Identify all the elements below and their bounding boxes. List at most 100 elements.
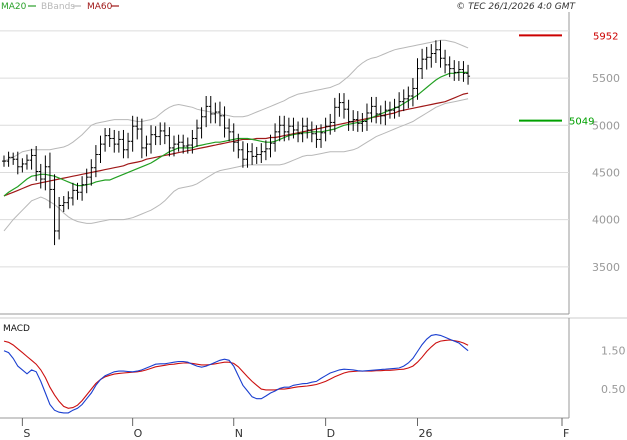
ohlc-bar (93, 145, 98, 178)
ma60-line (3, 92, 469, 197)
ohlc-bar (66, 191, 71, 210)
price-y-ticks: 3500 4000 4500 5000 5500 (592, 72, 620, 274)
ohlc-bar (176, 134, 181, 152)
macd-signal-line (3, 339, 469, 409)
ohlc-bar (309, 121, 314, 143)
ohlc-bar (153, 126, 158, 146)
ohlc-bar (300, 117, 305, 143)
price-y-tick-label: 5000 (592, 119, 620, 132)
ohlc-bar (383, 100, 388, 126)
ohlc-bar (346, 99, 351, 131)
ohlc-bar (6, 151, 11, 167)
ohlc-bar (364, 103, 369, 131)
ohlc-bar (420, 48, 425, 80)
ohlc-bar (167, 127, 172, 157)
ohlc-bar (57, 196, 62, 240)
ohlc-bar (34, 146, 39, 181)
ohlc-bar (456, 61, 461, 81)
ohlc-bar (273, 123, 278, 152)
ohlc-bar (240, 141, 245, 168)
ohlc-bar (250, 143, 255, 165)
x-tick-label: F (563, 427, 569, 440)
ohlc-bar (227, 118, 232, 142)
ohlc-bar (199, 107, 204, 139)
ohlc-bar (438, 40, 443, 68)
copyright-timestamp: © TEC 26/1/2026 4:0 GMT (456, 2, 576, 12)
ohlc-bar (135, 116, 140, 140)
ohlc-bar (397, 92, 402, 117)
ohlc-bar (355, 111, 360, 132)
ohlc-bar (415, 58, 420, 100)
ohlc-bar (20, 158, 25, 173)
ohlc-bar (466, 64, 471, 85)
macd-panel: MACD 0.50 1.50 (0, 317, 627, 419)
price-series (2, 39, 471, 246)
ma20-line (3, 71, 469, 197)
support-label: 5049 (569, 117, 594, 128)
ohlc-bar (29, 148, 34, 170)
ohlc-bar (208, 95, 213, 124)
price-levels: 5952 5049 (519, 31, 618, 128)
ohlc-bar (217, 101, 222, 127)
ohlc-bar (43, 155, 48, 191)
ohlc-bar (222, 106, 227, 138)
macd-title: MACD (3, 324, 30, 334)
ohlc-bar (387, 101, 392, 119)
ohlc-bar (369, 96, 374, 123)
x-tick-label: S (23, 427, 30, 440)
x-tick-label: O (134, 427, 143, 440)
ohlc-bar (433, 40, 438, 63)
ohlc-bar (112, 129, 117, 153)
ohlc-bar (268, 134, 273, 158)
legend-ma20: MA20 (1, 2, 27, 12)
resistance-label: 5952 (593, 31, 618, 42)
legend-bbands: BBands (41, 2, 75, 12)
ohlc-bar (410, 78, 415, 107)
ohlc-bar (259, 143, 264, 163)
price-y-tick-label: 3500 (592, 261, 620, 274)
ohlc-bar (24, 154, 29, 170)
ohlc-bar (286, 117, 291, 141)
ohlc-bar (61, 196, 66, 213)
price-y-tick-label: 4500 (592, 166, 620, 179)
ohlc-bar (38, 163, 43, 189)
ohlc-bar (80, 176, 85, 201)
bbands-lower-line (3, 98, 469, 232)
price-gridlines (0, 30, 569, 268)
ohlc-bar (213, 102, 218, 124)
ohlc-bar (332, 97, 337, 132)
bbands-upper-line (3, 39, 469, 162)
ohlc-bar (291, 117, 296, 139)
macd-y-ticks: 0.50 1.50 (601, 345, 626, 396)
macd-y-tick-label: 1.50 (601, 345, 626, 358)
ohlc-bar (89, 159, 94, 186)
macd-y-tick-label: 0.50 (601, 383, 626, 396)
ohlc-bar (351, 110, 356, 131)
ohlc-bar (245, 143, 250, 168)
price-panel: 3500 4000 4500 5000 5500 5952 5049 (0, 12, 620, 315)
ohlc-bar (162, 122, 167, 145)
ohlc-bar (305, 117, 310, 139)
ohlc-bar (181, 134, 186, 154)
ohlc-bar (277, 115, 282, 142)
ohlc-bar (11, 152, 16, 165)
ohlc-bar (282, 115, 287, 142)
ohlc-bar (172, 135, 176, 157)
ohlc-bar (75, 182, 80, 200)
ohlc-bar (15, 151, 20, 175)
ohlc-bar (103, 128, 108, 152)
ohlc-bar (323, 117, 328, 142)
ohlc-bar (231, 123, 236, 152)
ohlc-bar (337, 93, 342, 117)
ohlc-bar (98, 135, 103, 163)
ohlc-bar (254, 146, 259, 164)
macd-line (3, 334, 469, 414)
x-tick-label: N (235, 427, 243, 440)
price-y-tick-label: 5500 (592, 72, 620, 85)
ohlc-bar (185, 137, 190, 154)
ohlc-bar (296, 121, 301, 143)
ohlc-bar (392, 98, 397, 119)
ohlc-bar (406, 86, 411, 109)
ohlc-bar (84, 168, 89, 194)
